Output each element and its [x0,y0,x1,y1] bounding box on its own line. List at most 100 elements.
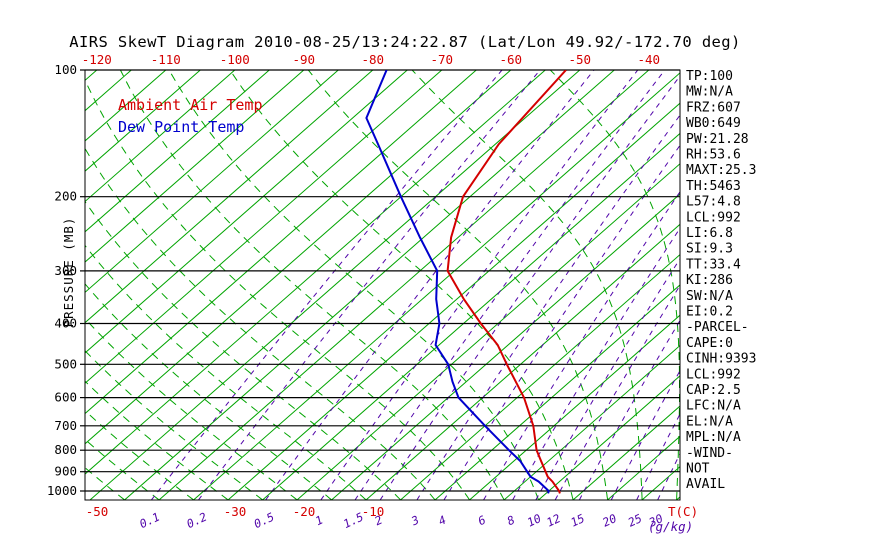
stat-line: LCL:992 [686,210,741,225]
stat-line: CINH:9393 [686,352,756,367]
stat-line: TH:5463 [686,179,741,194]
moist-adiabat-line [549,70,680,500]
moist-adiabat-line [85,467,125,500]
mixing-ratio-line [610,369,680,500]
stat-line: LI:6.8 [686,226,733,241]
mixing-ratio-line [265,70,595,500]
mixing-ratio-line [578,319,680,500]
stat-line: LCL:992 [686,367,741,382]
stat-line: MW:N/A [686,85,733,100]
isotherm-line [85,70,236,203]
frame-layer: 100 200 300 400 500 600 700 800 900 1000 [47,62,681,501]
moist-adiabat-line [119,70,505,500]
stat-line: -WIND- [686,446,733,461]
isotherm-line [0,70,62,500]
mixing-ratio-value-label: 3 [408,513,421,529]
grid-layer [0,70,870,500]
pressure-axis-label: PRESSURE (MB) [61,217,76,328]
mixing-ratio-line [512,227,680,500]
mixing-ratio-line [379,75,680,500]
isotherm-line [365,223,680,500]
mixing-ratio-line [416,114,680,500]
mixing-ratio-value-label: 10 [525,511,544,530]
isotherm-line [85,70,339,294]
isotherm-line [89,70,581,500]
moist-adiabat-line [85,283,332,500]
mixing-ratio-value-label: 25 [626,511,645,530]
mixing-ratio-value-label: 6 [476,513,488,529]
moist-adiabat-line [411,70,643,500]
moist-adiabat-line [85,409,194,500]
legend-dew-point: Dew Point Temp [118,118,244,136]
stat-line: MAXT:25.3 [686,163,756,178]
isotherm-line [124,70,615,500]
bottom-temp-label: -20 [293,504,316,519]
moist-adiabat-line [849,70,870,500]
top-temp-label: -40 [638,52,661,67]
pressure-tick-label: 800 [54,442,77,457]
stat-line: RH:53.6 [686,148,741,163]
top-temp-label: -80 [362,52,385,67]
moist-adiabat-line [229,70,574,500]
mixing-ratio-line [636,413,680,500]
isotherm-line [85,70,374,324]
stat-line: L57:4.8 [686,195,741,210]
moist-adiabat-line [85,380,229,500]
mixing-ratio-value-label: 30 [646,511,665,530]
moist-adiabat-line [85,244,367,500]
isotherm-line [85,70,305,263]
isotherm-line [85,70,270,233]
isotherm-line [85,70,512,445]
isotherm-line [227,102,680,500]
mixing-ratio-line [354,70,666,500]
isotherm-line [503,344,680,500]
isotherm-line [469,314,680,500]
mixing-ratio-value-label: 12 [544,511,563,530]
mixing-ratio-line [657,452,680,500]
moist-adiabat-line [746,70,817,500]
pressure-tick-label: 600 [54,390,77,405]
isotherm-line [85,70,408,354]
moist-adiabat-line [85,438,160,500]
stat-line: TP:100 [686,69,733,84]
mixing-ratio-line [443,144,680,500]
temp-unit-label: T(C) [668,504,698,519]
pressure-tick-label: 200 [54,189,77,204]
bottom-temp-label: -30 [224,504,247,519]
pressure-tick-label: 700 [54,418,77,433]
stat-line: EI:0.2 [686,305,733,320]
moist-adiabat-line [780,70,870,500]
stat-line: TT:33.4 [686,257,741,272]
bottom-temp-label: -50 [86,504,109,519]
bottom-temp-label: -10 [362,504,385,519]
mixing-unit-label: (g/kg) [648,519,693,534]
isotherm-line [538,375,680,500]
stat-line: CAPE:0 [686,336,733,351]
stat-line: EL:N/A [686,414,733,429]
mixing-ratio-value-label: 20 [600,511,619,530]
legend-ambient-temp: Ambient Air Temp [118,96,263,114]
isotherm-line [193,72,680,500]
stat-line: WB0:649 [686,116,741,131]
moist-adiabat-line [307,70,609,500]
mixing-ratio-value-label: 4 [436,513,448,529]
stat-line: PW:21.28 [686,132,749,147]
mixing-ratio-value-label: 8 [505,513,517,529]
isotherm-line [331,193,680,500]
moist-adiabat-line [815,70,870,500]
isotherm-line [641,465,680,500]
stat-line: SW:N/A [686,289,733,304]
top-temp-label: -90 [293,52,316,67]
pressure-tick-label: 300 [54,263,77,278]
isotherm-line [85,70,443,384]
mixing-ratio-line [483,190,680,500]
top-temp-label: -110 [151,52,181,67]
top-temp-label: -120 [82,52,112,67]
mixing-ratio-line [320,70,639,500]
isotherm-line [296,163,680,500]
stat-line: CAP:2.5 [686,383,741,398]
stat-line: NOT [686,462,710,477]
isotherm-line [85,70,201,172]
pressure-tick-label: 1000 [47,483,77,498]
